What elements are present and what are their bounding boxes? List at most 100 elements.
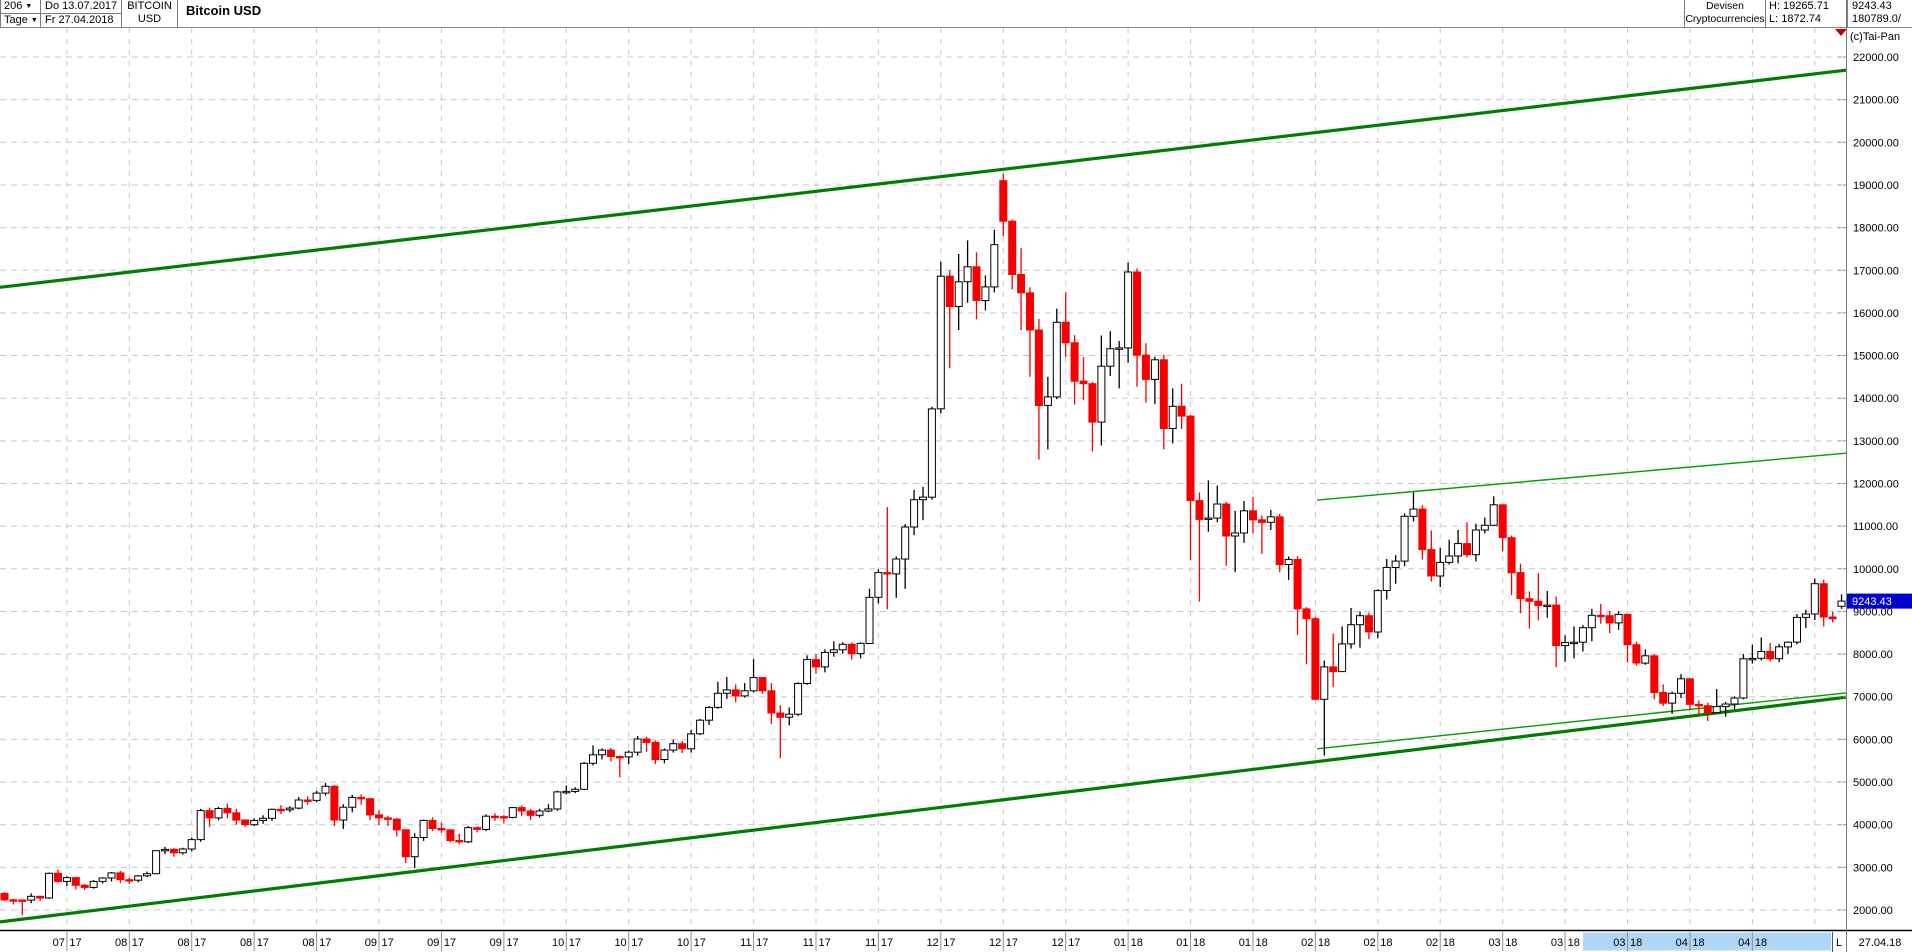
- candle: [954, 281, 963, 307]
- candle: [1141, 354, 1150, 380]
- candle: [401, 829, 410, 858]
- candle: [1793, 616, 1801, 643]
- date-tick-label: 03: [1488, 937, 1500, 949]
- candle: [883, 572, 892, 575]
- candle: [1213, 503, 1222, 519]
- channel-bottom-trendline: [0, 695, 1847, 924]
- candle: [1694, 703, 1703, 707]
- date-to[interactable]: Fr 27.04.2018: [45, 14, 114, 26]
- date-tick-label: 08: [177, 937, 189, 949]
- candle: [1819, 583, 1828, 618]
- date-tick-label: 17: [444, 937, 456, 949]
- symbol-cell: BITCOIN USD: [122, 0, 178, 27]
- candle: [116, 872, 125, 881]
- price-tick-label: 10000.00: [1853, 564, 1899, 576]
- last-close-value: 9243.43: [1852, 0, 1892, 12]
- date-tick-label: 18: [1256, 937, 1268, 949]
- candle: [1097, 365, 1106, 423]
- channel-top-trendline: [0, 68, 1847, 289]
- candle: [1320, 666, 1329, 700]
- price-tick-label: 3000.00: [1853, 862, 1893, 874]
- candle: [1534, 600, 1543, 607]
- candle: [1311, 618, 1320, 700]
- candle: [1150, 359, 1159, 380]
- candle: [321, 785, 330, 794]
- date-axis-labels: 07 17 08 17 08 17 08 17 08 17 09 17 09 17 09 17 10 17 10 17…: [53, 932, 1901, 952]
- candles: [0, 173, 1846, 916]
- candle: [562, 790, 571, 794]
- date-range-cell[interactable]: Do 13.07.2017 Fr 27.04.2018: [41, 0, 122, 27]
- candle: [455, 840, 464, 843]
- date-tick-label: 17: [569, 937, 581, 949]
- candle: [1284, 558, 1293, 566]
- candle: [1525, 598, 1534, 602]
- date-tick-label: 12: [1051, 937, 1063, 949]
- candle: [1543, 604, 1552, 607]
- gridlines: [0, 28, 1846, 930]
- candle: [125, 879, 134, 882]
- price-tick-label: 15000.00: [1853, 351, 1899, 363]
- candle: [1373, 590, 1382, 633]
- candle: [80, 884, 89, 888]
- candle: [1775, 646, 1784, 660]
- last-value-cell: 9243.43 180789.0/: [1847, 0, 1912, 27]
- price-tick-label: 5000.00: [1853, 777, 1893, 789]
- period-count-dropdown[interactable]: 206 ▼: [1, 0, 40, 14]
- candle: [990, 244, 999, 288]
- period-cell[interactable]: 206 ▼ Tage ▼: [0, 0, 41, 27]
- price-tick-label: 17000.00: [1853, 265, 1899, 277]
- candle: [678, 743, 687, 750]
- candle: [1739, 658, 1748, 699]
- candle: [820, 651, 829, 668]
- selected-range-band[interactable]: [1582, 932, 1832, 951]
- candle: [1195, 500, 1204, 520]
- candle: [134, 875, 143, 881]
- date-tick-label: 08: [115, 937, 127, 949]
- candle: [107, 872, 116, 879]
- candle: [250, 819, 259, 826]
- wedge-top-trendline: [1317, 452, 1847, 501]
- candle: [27, 895, 36, 901]
- candle: [1356, 615, 1364, 626]
- date-tick-label: 18: [1692, 937, 1704, 949]
- price-tick-label: 2000.00: [1853, 905, 1893, 917]
- candle: [357, 796, 366, 800]
- candle: [1721, 703, 1730, 708]
- category-cell: Devisen Cryptocurrencies: [1684, 0, 1765, 27]
- candle: [1231, 532, 1240, 537]
- candle: [1685, 678, 1694, 705]
- candle: [89, 880, 98, 888]
- candle: [54, 872, 62, 882]
- price-tick-label: 21000.00: [1853, 95, 1899, 107]
- date-tick-label: 17: [756, 937, 768, 949]
- candle: [383, 817, 392, 820]
- candle: [1293, 558, 1302, 610]
- date-tick-label: 18: [1505, 937, 1517, 949]
- candle: [580, 762, 589, 790]
- date-tick-label: 02: [1364, 937, 1376, 949]
- candle: [98, 877, 107, 882]
- candle: [348, 796, 357, 808]
- date-from[interactable]: Do 13.07.2017: [41, 0, 121, 14]
- date-tick-label: 12: [989, 937, 1001, 949]
- candle: [1204, 517, 1213, 520]
- candle: [1605, 615, 1614, 624]
- candle: [1659, 692, 1668, 704]
- date-tick-label: 09: [365, 937, 377, 949]
- candle: [847, 643, 856, 655]
- candle: [927, 408, 936, 498]
- price-tick-label: 9000.00: [1853, 606, 1893, 618]
- candle: [169, 848, 178, 854]
- date-tick-label: 11: [803, 937, 814, 949]
- date-tick-label: 10: [614, 937, 626, 949]
- candle: [410, 837, 419, 858]
- category-line2: Cryptocurrencies: [1685, 13, 1765, 25]
- price-tick-label: 12000.00: [1853, 479, 1899, 491]
- date-tick-label: 17: [881, 937, 893, 949]
- candle: [1177, 405, 1186, 417]
- period-unit-dropdown[interactable]: Tage ▼: [1, 14, 40, 27]
- candle: [294, 799, 303, 809]
- candle: [981, 286, 990, 301]
- candle: [152, 850, 161, 875]
